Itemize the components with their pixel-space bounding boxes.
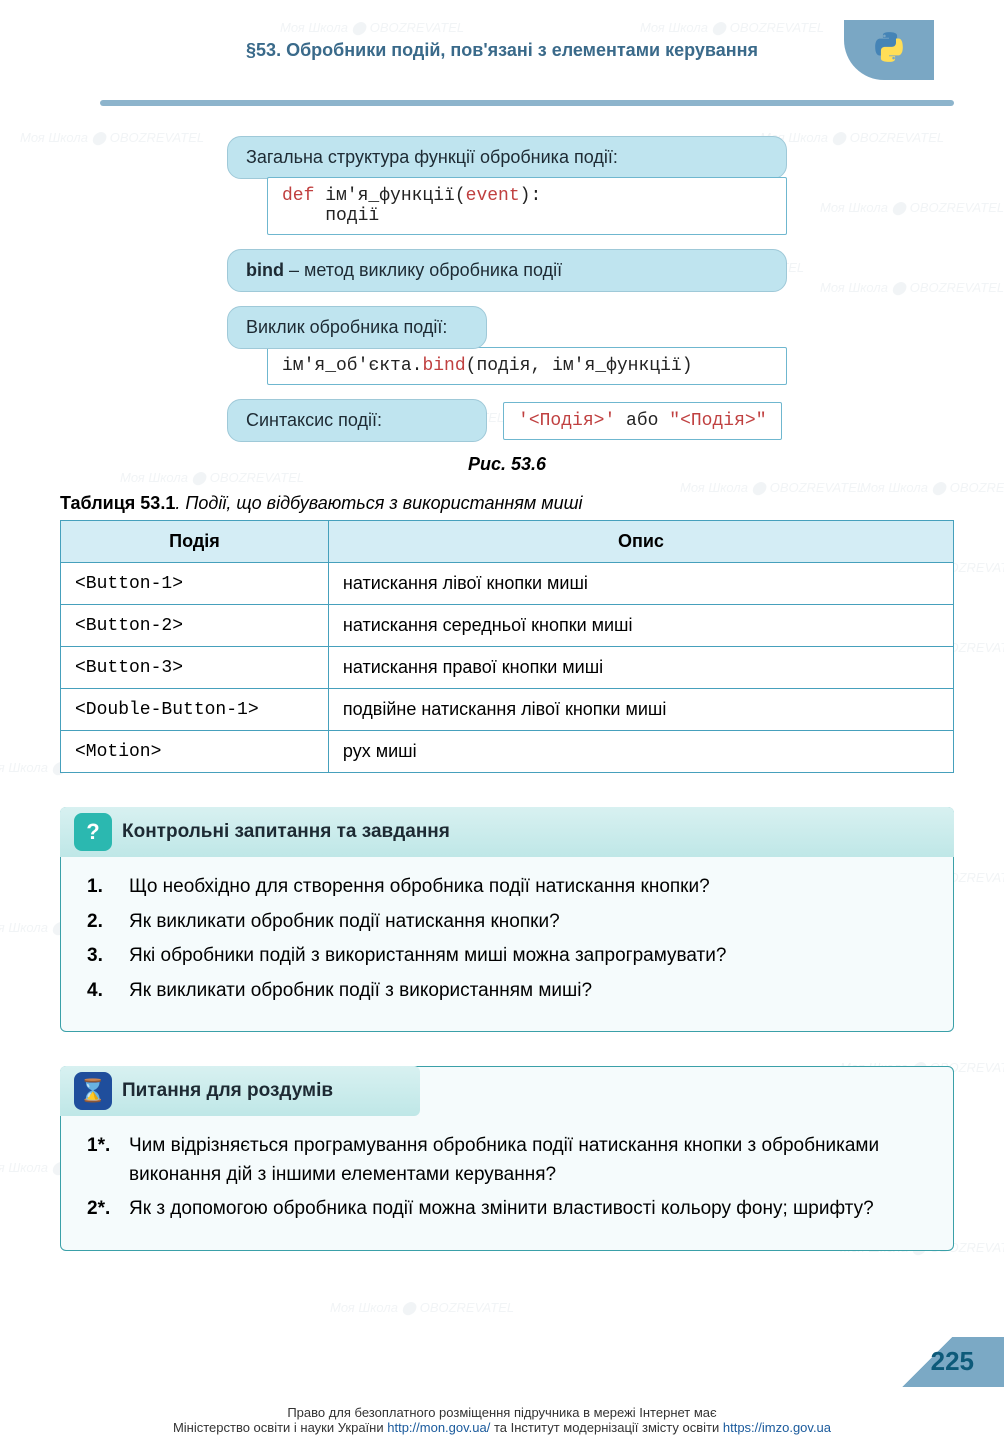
item-number: 2*.	[87, 1195, 119, 1224]
page-number: 225	[931, 1346, 974, 1377]
footer-link-mon[interactable]: http://mon.gov.ua/	[387, 1420, 490, 1435]
item-number: 1.	[87, 873, 119, 902]
questions-title: Контрольні запитання та завдання	[122, 821, 450, 843]
figure-caption: Рис. 53.6	[60, 454, 954, 475]
event-cell: <Motion>	[61, 731, 329, 773]
desc-cell: натискання лівої кнопки миші	[328, 563, 953, 605]
table-row: <Button-2>натискання середньої кнопки ми…	[61, 605, 954, 647]
item-text: Що необхідно для створення обробника под…	[129, 873, 710, 902]
item-text: Як викликати обробник події натискання к…	[129, 908, 560, 937]
item-text: Які обробники подій з використанням миші…	[129, 942, 726, 971]
desc-cell: рух миші	[328, 731, 953, 773]
list-item: 1*. Чим відрізняється програмування оброб…	[87, 1132, 927, 1189]
python-icon	[872, 30, 906, 71]
event-cell: <Button-1>	[61, 563, 329, 605]
questions-section: ? Контрольні запитання та завдання 1. Що …	[60, 807, 954, 1032]
header-rule	[100, 100, 954, 106]
code-event-syntax: '<Подія>' або "<Подія>"	[503, 402, 782, 440]
section-title: §53. Обробники подій, пов'язані з елемен…	[60, 40, 844, 61]
table-header-event: Подія	[61, 521, 329, 563]
page-header: §53. Обробники подій, пов'язані з елемен…	[60, 20, 954, 80]
footer-link-imzo[interactable]: https://imzo.gov.ua	[723, 1420, 831, 1435]
table-row: <Button-1>натискання лівої кнопки миші	[61, 563, 954, 605]
list-item: 1. Що необхідно для створення обробника п…	[87, 873, 927, 902]
code-func-def: def ім'я_функції(event): події	[267, 177, 787, 235]
table-caption: Таблиця 53.1. Події, що відбуваються з в…	[60, 493, 954, 514]
event-cell: <Double-Button-1>	[61, 689, 329, 731]
item-text: Чим відрізняється програмування обробник…	[129, 1132, 927, 1189]
subject-icon-tab	[844, 20, 934, 80]
list-item: 3. Які обробники подій з використанням ми…	[87, 942, 927, 971]
reflection-section: ⌛ Питання для роздумів 1*. Чим відрізняєт…	[60, 1066, 954, 1251]
question-mark-icon: ?	[74, 813, 112, 851]
reflection-title: Питання для роздумів	[122, 1080, 333, 1102]
table-header-desc: Опис	[328, 521, 953, 563]
table-row: <Motion>рух миші	[61, 731, 954, 773]
diagram-syntax-title: Синтаксис події:	[227, 399, 487, 442]
footer: Право для безоплатного розміщення підруч…	[0, 1405, 1004, 1435]
desc-cell: натискання середньої кнопки миші	[328, 605, 953, 647]
item-number: 3.	[87, 942, 119, 971]
table-row: <Button-3>натискання правої кнопки миші	[61, 647, 954, 689]
item-number: 4.	[87, 977, 119, 1006]
item-number: 2.	[87, 908, 119, 937]
event-cell: <Button-3>	[61, 647, 329, 689]
item-text: Як з допомогою обробника події можна змі…	[129, 1195, 874, 1224]
list-item: 4. Як викликати обробник події з використ…	[87, 977, 927, 1006]
diagram-struct-title: Загальна структура функції обробника под…	[227, 136, 787, 179]
hourglass-icon: ⌛	[74, 1072, 112, 1110]
desc-cell: подвійне натискання лівої кнопки миші	[328, 689, 953, 731]
table-row: <Double-Button-1>подвійне натискання лів…	[61, 689, 954, 731]
list-item: 2*. Як з допомогою обробника події можна …	[87, 1195, 927, 1224]
diagram-box: Загальна структура функції обробника под…	[227, 136, 787, 442]
item-text: Як викликати обробник події з використан…	[129, 977, 592, 1006]
desc-cell: натискання правої кнопки миші	[328, 647, 953, 689]
code-bind-call: ім'я_об'єкта.bind(подія, ім'я_функції)	[267, 347, 787, 385]
list-item: 2. Як викликати обробник події натискання…	[87, 908, 927, 937]
diagram-bind-desc: bind – метод виклику обробника події	[227, 249, 787, 292]
item-number: 1*.	[87, 1132, 119, 1189]
diagram-call-title: Виклик обробника події:	[227, 306, 487, 349]
event-cell: <Button-2>	[61, 605, 329, 647]
events-table: Подія Опис <Button-1>натискання лівої кн…	[60, 520, 954, 773]
